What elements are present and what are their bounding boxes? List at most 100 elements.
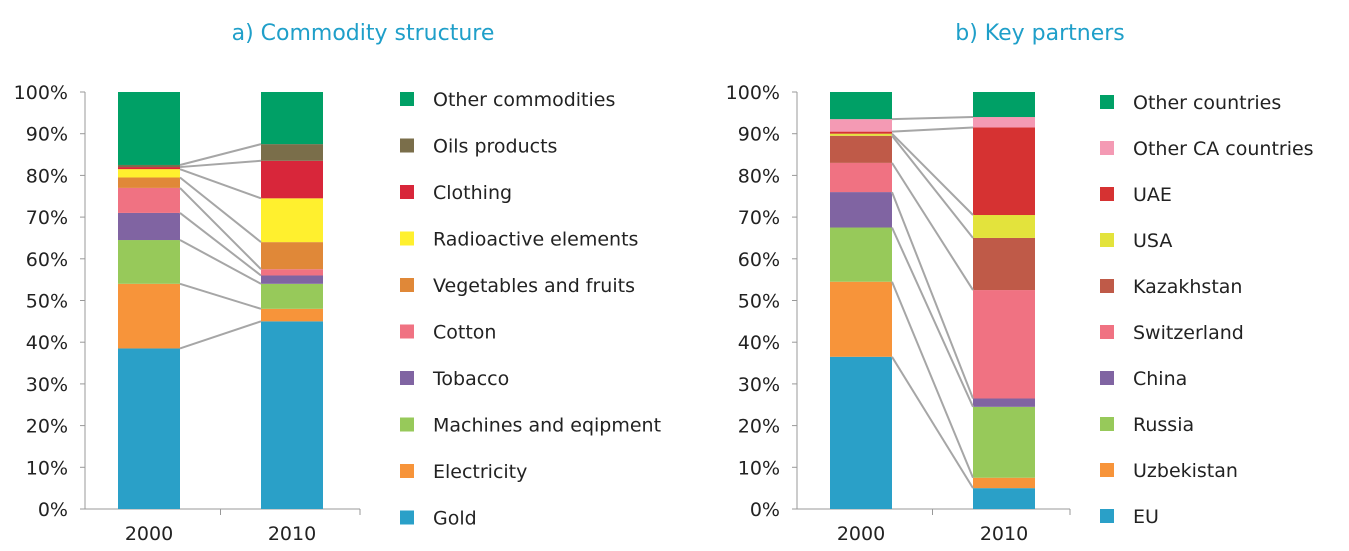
- legend-label-electricity: Electricity: [433, 461, 527, 483]
- legend-swatch-switzerland: [1100, 325, 1114, 339]
- bar-segment-cotton-2000: [118, 187, 180, 213]
- bar-segment-china-2010: [973, 398, 1035, 407]
- bar-segment-tobacco-2000: [118, 212, 180, 241]
- bar-segment-uae-2010: [973, 127, 1035, 216]
- bar-segment-cotton-2010: [261, 269, 323, 276]
- y-tick-label: 40%: [26, 332, 68, 354]
- bar-segment-oils-products-2010: [261, 144, 323, 161]
- y-tick-label: 50%: [738, 291, 780, 313]
- bar-segment-usa-2000: [830, 133, 892, 136]
- legend-label-cotton: Cotton: [433, 322, 496, 344]
- legend-label-uzbekistan: Uzbekistan: [1133, 460, 1238, 482]
- y-tick-label: 70%: [26, 207, 68, 229]
- y-tick-label: 20%: [738, 416, 780, 438]
- bar-segment-machines-and-eqipment-2010: [261, 283, 323, 309]
- legend-swatch-other-ca-countries: [1100, 141, 1114, 155]
- bar-segment-radioactive-elements-2000: [118, 169, 180, 178]
- connector-line: [179, 168, 262, 200]
- connector-line: [891, 227, 974, 408]
- x-tick-label: 2010: [268, 523, 316, 545]
- legend-swatch-electricity: [400, 464, 414, 478]
- bar-segment-switzerland-2010: [973, 290, 1035, 399]
- legend-label-oils-products: Oils products: [433, 136, 557, 158]
- legend-label-radioactive-elements: Radioactive elements: [433, 229, 638, 251]
- legend-swatch-kazakhstan: [1100, 279, 1114, 293]
- legend-label-clothing: Clothing: [433, 182, 512, 204]
- legend-swatch-uzbekistan: [1100, 463, 1114, 477]
- y-tick-label: 10%: [738, 457, 780, 479]
- y-tick-label: 70%: [738, 207, 780, 229]
- y-tick-label: 90%: [26, 124, 68, 146]
- bar-segment-other-ca-countries-2010: [973, 117, 1035, 128]
- bar-segment-china-2000: [830, 192, 892, 228]
- bar-segment-clothing-2010: [261, 160, 323, 199]
- chart-a-title: a) Commodity structure: [232, 21, 495, 46]
- legend-label-vegetables-and-fruits: Vegetables and fruits: [433, 275, 635, 297]
- y-tick-label: 90%: [738, 124, 780, 146]
- bar-segment-vegetables-and-fruits-2010: [261, 242, 323, 270]
- connector-line: [891, 191, 974, 399]
- y-tick-label: 30%: [738, 374, 780, 396]
- legend-label-other-ca-countries: Other CA countries: [1133, 138, 1314, 160]
- y-tick-label: 80%: [738, 165, 780, 187]
- legend-swatch-clothing: [400, 185, 414, 199]
- y-tick-label: 60%: [738, 249, 780, 271]
- bar-segment-eu-2010: [973, 488, 1035, 509]
- y-tick-label: 80%: [26, 165, 68, 187]
- legend-label-eu: EU: [1133, 506, 1159, 528]
- legend-swatch-usa: [1100, 233, 1114, 247]
- legend-swatch-machines-and-eqipment: [400, 417, 414, 432]
- legend-swatch-other-commodities: [400, 92, 414, 106]
- connector-line: [179, 282, 262, 310]
- connector-line: [891, 162, 974, 291]
- y-tick-label: 100%: [726, 82, 780, 104]
- legend-swatch-cotton: [400, 324, 414, 339]
- legend-swatch-eu: [1100, 509, 1114, 523]
- y-tick-label: 50%: [26, 291, 68, 313]
- bar-segment-other-ca-countries-2000: [830, 119, 892, 132]
- legend-swatch-uae: [1100, 187, 1114, 201]
- bar-segment-electricity-2000: [118, 283, 180, 349]
- x-tick-label: 2000: [837, 523, 885, 545]
- legend-swatch-china: [1100, 371, 1114, 385]
- bar-segment-oils-products-2000: [118, 164, 180, 168]
- connector-line: [891, 356, 974, 489]
- bar-segment-russia-2010: [973, 406, 1035, 478]
- bar-segment-other-countries-2000: [830, 92, 892, 120]
- bar-segment-kazakhstan-2010: [973, 237, 1035, 291]
- bar-segment-russia-2000: [830, 227, 892, 282]
- legend-swatch-tobacco: [400, 371, 414, 385]
- bar-segment-eu-2000: [830, 356, 892, 509]
- legend-label-other-countries: Other countries: [1133, 92, 1281, 114]
- legend-swatch-russia: [1100, 417, 1114, 431]
- legend-label-china: China: [1133, 368, 1187, 390]
- legend-swatch-oils-products: [400, 138, 414, 153]
- bar-segment-uzbekistan-2000: [830, 281, 892, 357]
- connector-line: [179, 212, 262, 277]
- legend-label-switzerland: Switzerland: [1133, 322, 1244, 344]
- connector-line: [179, 159, 262, 169]
- y-tick-label: 0%: [38, 499, 68, 521]
- bar-segment-tobacco-2010: [261, 275, 323, 284]
- bar-segment-gold-2010: [261, 321, 323, 509]
- bar-segment-radioactive-elements-2010: [261, 198, 323, 243]
- bar-segment-other-commodities-2010: [261, 92, 323, 145]
- y-tick-label: 20%: [26, 416, 68, 438]
- connector-line: [179, 320, 262, 350]
- connector-line: [179, 143, 262, 166]
- legend-label-machines-and-eqipment: Machines and eqipment: [433, 415, 661, 437]
- legend-label-gold: Gold: [433, 508, 477, 530]
- legend-swatch-vegetables-and-fruits: [400, 278, 414, 292]
- legend-label-uae: UAE: [1133, 184, 1172, 206]
- y-tick-label: 100%: [14, 82, 68, 104]
- legend-label-russia: Russia: [1133, 414, 1194, 436]
- connector-line: [891, 135, 974, 239]
- legend-label-usa: USA: [1133, 230, 1172, 252]
- legend-swatch-gold: [400, 510, 414, 525]
- y-tick-label: 40%: [738, 332, 780, 354]
- bar-segment-usa-2010: [973, 215, 1035, 238]
- connector-line: [179, 239, 262, 285]
- bar-segment-other-countries-2010: [973, 92, 1035, 118]
- bar-segment-switzerland-2000: [830, 162, 892, 193]
